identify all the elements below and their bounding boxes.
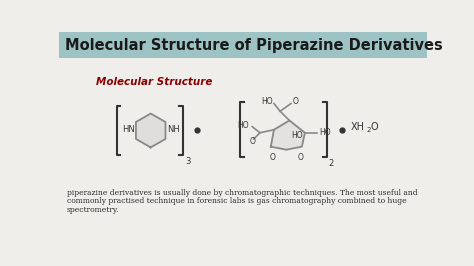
Text: O: O <box>292 98 299 106</box>
Text: NH: NH <box>167 125 180 134</box>
Text: Molecular Structure of Piperazine Derivatives: Molecular Structure of Piperazine Deriva… <box>65 38 443 53</box>
Text: HO: HO <box>237 121 249 130</box>
Text: O: O <box>297 153 303 162</box>
Text: HO: HO <box>261 98 273 106</box>
Text: 3: 3 <box>185 157 190 166</box>
Polygon shape <box>59 58 427 66</box>
Text: piperazine derivatives is usually done by chromatographic techniques. The most u: piperazine derivatives is usually done b… <box>67 189 418 197</box>
Text: XH: XH <box>351 122 365 132</box>
Text: spectrometry.: spectrometry. <box>67 206 119 214</box>
Text: O: O <box>269 153 275 162</box>
Polygon shape <box>271 120 305 150</box>
Text: HN: HN <box>122 125 135 134</box>
Text: HO: HO <box>291 131 302 140</box>
Bar <box>59 32 427 58</box>
Text: 2: 2 <box>366 127 371 133</box>
Text: O: O <box>249 137 255 146</box>
Text: O: O <box>370 122 378 132</box>
Text: 2: 2 <box>328 159 333 168</box>
Text: HO: HO <box>319 128 330 137</box>
Text: commonly practised technique in forensic labs is gas chromatography combined to : commonly practised technique in forensic… <box>67 197 407 205</box>
Polygon shape <box>136 114 165 147</box>
Text: Molecular Structure: Molecular Structure <box>96 77 213 86</box>
